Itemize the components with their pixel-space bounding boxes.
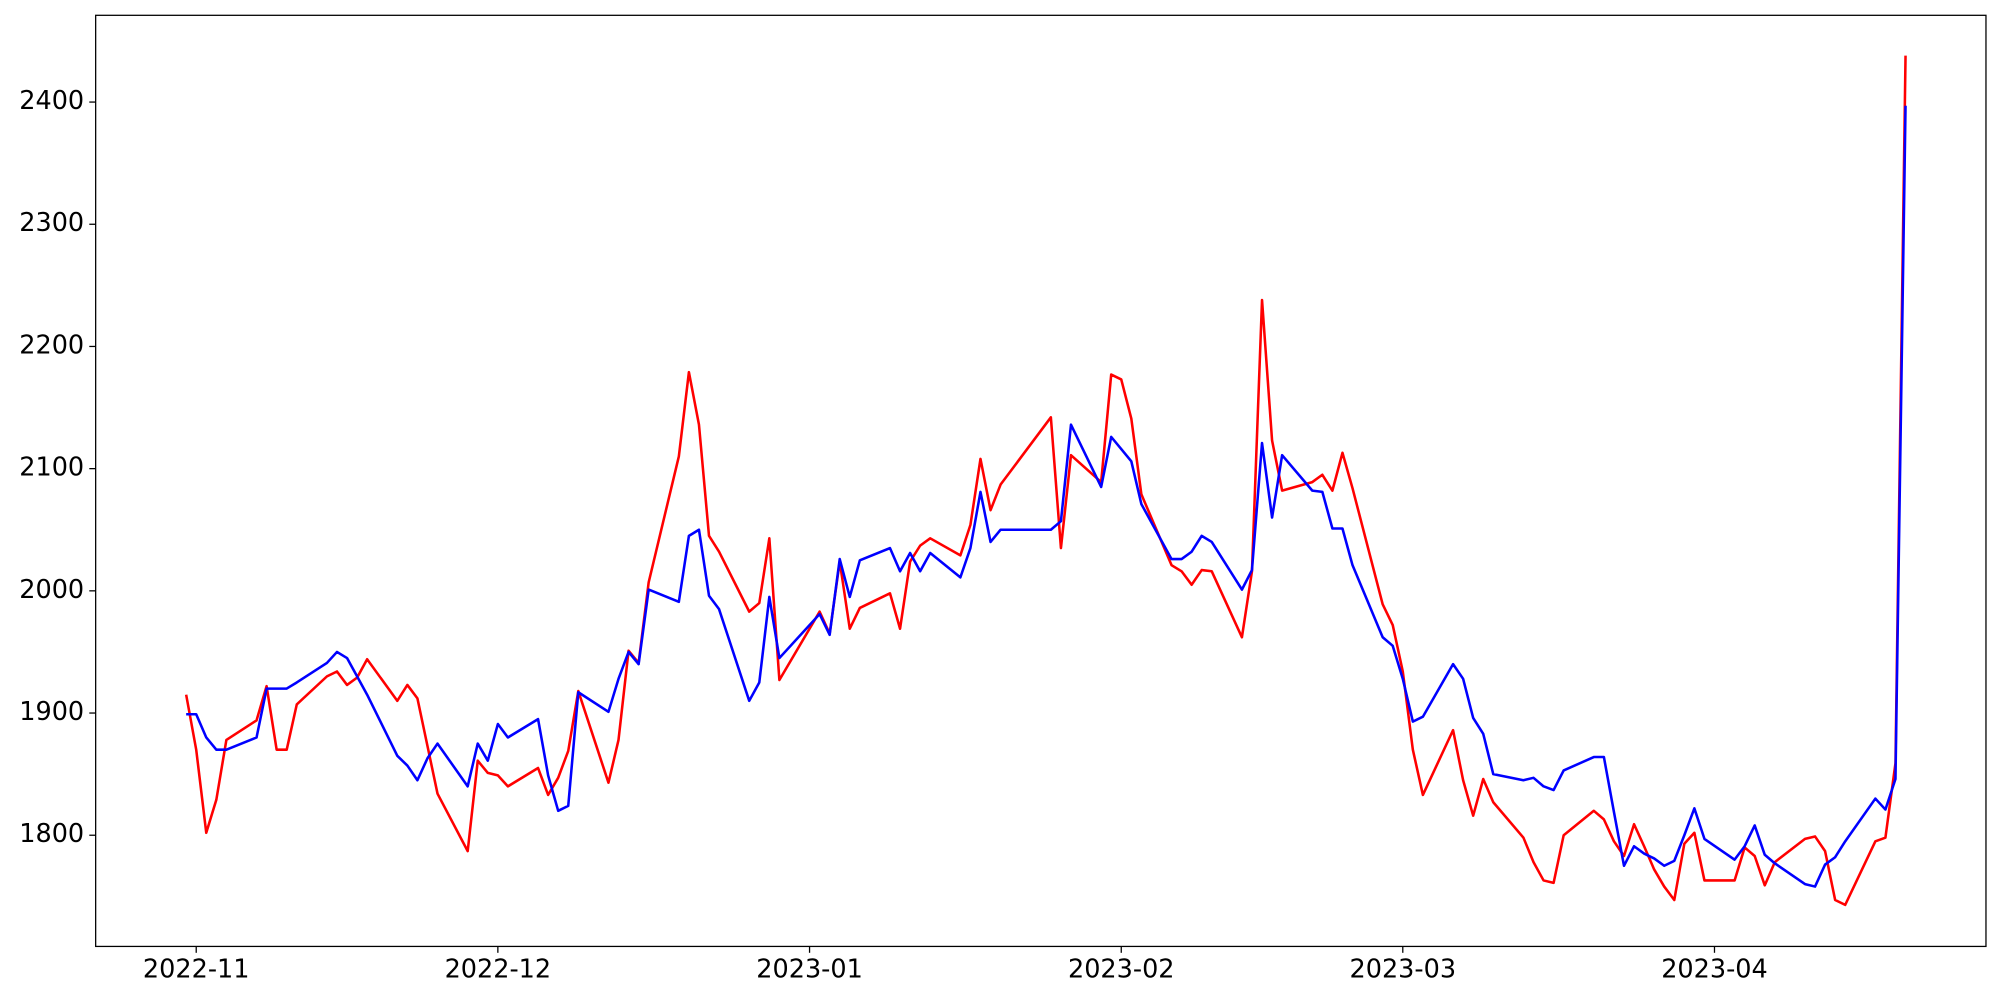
- plot-area: [184, 55, 1907, 907]
- y-tick-label: 2100: [19, 453, 84, 483]
- x-tick-label: 2023-02: [1068, 955, 1175, 985]
- y-tick-label: 2400: [19, 86, 84, 116]
- series-line: [184, 55, 1907, 907]
- x-tick-label: 2023-04: [1661, 955, 1768, 985]
- x-tick-label: 2022-12: [445, 955, 552, 985]
- y-tick-label: 2300: [19, 208, 84, 238]
- y-tick-label: 1900: [19, 697, 84, 727]
- y-tick-label: 1800: [19, 819, 84, 849]
- x-tick-label: 2022-11: [143, 955, 250, 985]
- x-tick-label: 2023-01: [756, 955, 863, 985]
- x-tick-label: 2023-03: [1350, 955, 1457, 985]
- axes-frame: [95, 14, 1987, 948]
- y-tick-label: 2200: [19, 330, 84, 360]
- y-tick-label: 2000: [19, 575, 84, 605]
- series-line: [186, 105, 1907, 888]
